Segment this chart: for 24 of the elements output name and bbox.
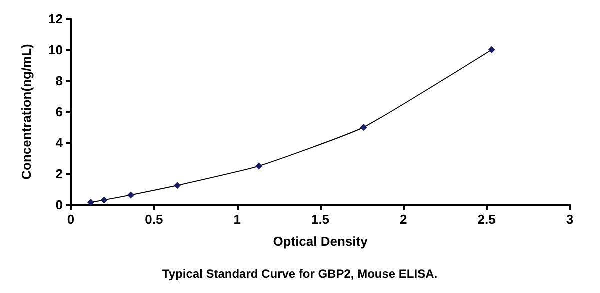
y-tick-label: 2 xyxy=(56,166,63,182)
y-tick-label: 12 xyxy=(48,12,63,26)
x-tick-label: 0.5 xyxy=(145,212,164,227)
point xyxy=(255,162,262,170)
y-tick-label: 4 xyxy=(56,136,64,150)
y-tick-label: 0 xyxy=(56,198,63,212)
x-tick-label: 2.5 xyxy=(478,212,496,227)
x-tick-label: 1 xyxy=(234,212,241,227)
y-tick-label: 6 xyxy=(56,104,63,120)
x-tick-label: 1.5 xyxy=(311,212,330,227)
point xyxy=(87,199,94,206)
x-tick-label: 3 xyxy=(566,212,574,227)
y-axis-title: Concentration(ng/mL) xyxy=(19,44,34,180)
x-tick-label: 2 xyxy=(400,212,408,227)
text: Typical Standard Curve for GBP2, Mouse ELISA. xyxy=(162,267,438,281)
y-tick-label: 10 xyxy=(48,42,63,58)
point xyxy=(127,192,134,199)
x-tick-label: 0 xyxy=(67,212,75,227)
x-axis-title: Optical Density xyxy=(273,234,369,249)
point xyxy=(100,196,108,204)
point xyxy=(174,182,181,190)
point xyxy=(488,46,496,54)
point xyxy=(360,124,368,131)
y-tick-label: 8 xyxy=(56,74,63,88)
